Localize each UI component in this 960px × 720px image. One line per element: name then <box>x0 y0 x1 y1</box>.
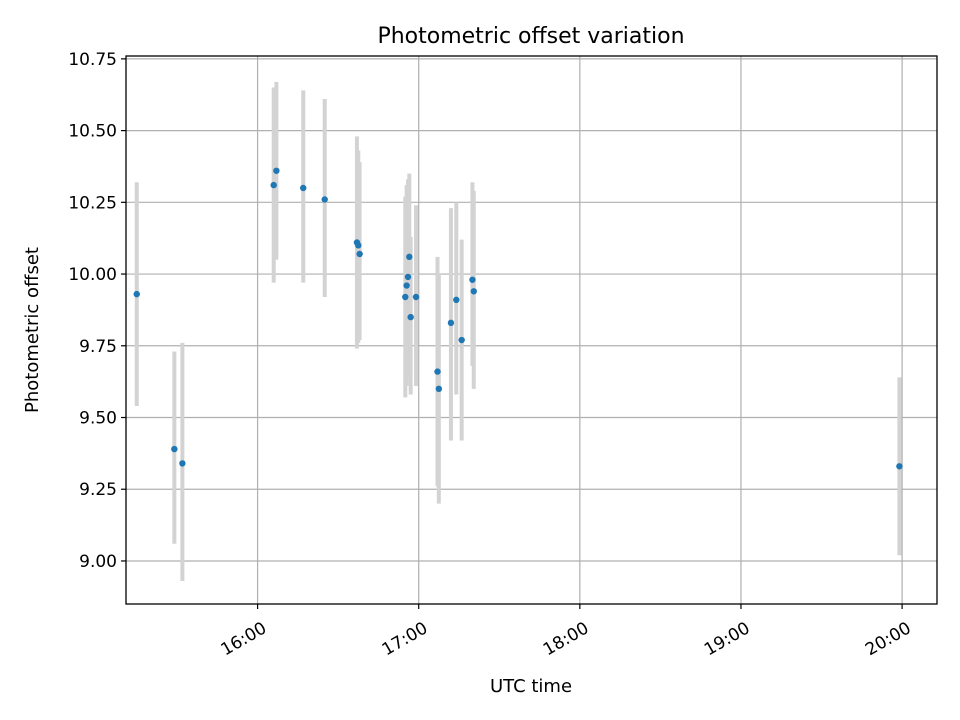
data-point <box>270 181 277 189</box>
chart-title: Photometric offset variation <box>377 24 684 49</box>
data-point <box>412 293 420 301</box>
data-point <box>403 282 410 289</box>
y-tick-label: 9.75 <box>79 337 117 357</box>
y-tick-label: 9.00 <box>79 552 117 572</box>
data-point <box>133 290 140 298</box>
data-point <box>896 463 903 470</box>
y-axis-ticks: 9.00 9.25 9.50 9.75 10.00 10.25 10.50 10.75 <box>68 50 126 572</box>
y-tick-label: 10.00 <box>68 265 117 285</box>
data-point <box>355 242 362 249</box>
data-point <box>434 368 441 375</box>
y-tick-label: 9.50 <box>79 409 117 429</box>
y-axis-label: Photometric offset <box>22 247 43 413</box>
data-point <box>435 385 443 393</box>
x-axis-label: UTC time <box>490 676 572 697</box>
data-points <box>133 167 903 470</box>
y-tick-label: 10.50 <box>68 122 117 142</box>
data-point <box>406 253 413 261</box>
plot-frame <box>125 55 938 605</box>
data-point <box>356 250 363 258</box>
data-point <box>407 313 414 321</box>
data-point <box>447 319 455 327</box>
y-tick-label: 10.25 <box>68 193 117 213</box>
data-point <box>469 276 476 283</box>
y-tick-label: 10.75 <box>68 50 117 70</box>
grid <box>126 56 937 604</box>
data-point <box>300 184 307 192</box>
data-point <box>458 336 465 344</box>
data-point <box>402 293 409 301</box>
y-tick-label: 9.25 <box>79 480 117 500</box>
data-point <box>179 460 186 467</box>
data-point <box>404 273 412 281</box>
data-point <box>470 288 477 295</box>
data-point <box>321 196 328 203</box>
data-point <box>171 445 178 453</box>
data-point <box>453 296 460 304</box>
data-point <box>273 167 280 174</box>
